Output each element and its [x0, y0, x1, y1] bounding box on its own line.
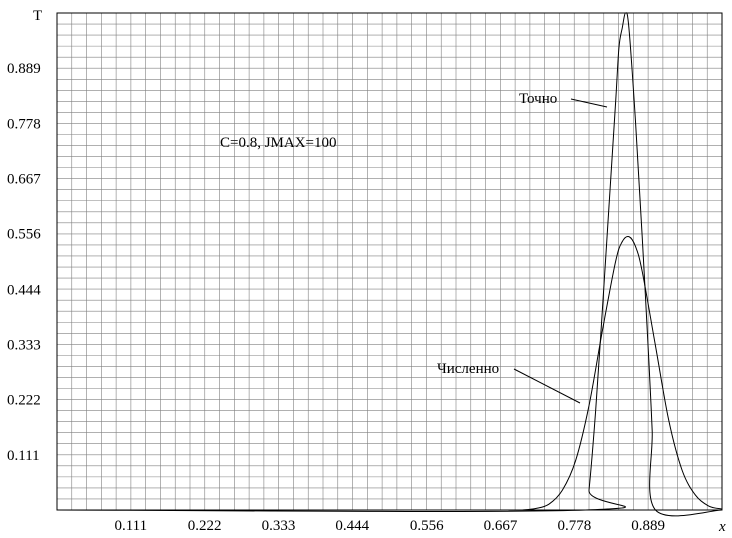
x-tick-label: 0.778	[557, 518, 591, 534]
exact-label-leader	[570, 98, 608, 108]
numerical-label: Численно	[437, 361, 499, 377]
y-tick-label: 0.556	[7, 227, 41, 243]
y-tick-label: 0.111	[7, 448, 40, 464]
numerical-label-leader	[513, 368, 581, 404]
x-tick-label: 0.889	[631, 518, 665, 534]
parameters-annotation: C=0.8, JMAX=100	[220, 135, 337, 151]
x-tick-label: 0.444	[335, 518, 369, 534]
y-tick-label: 0.778	[7, 116, 41, 132]
x-tick-label: 0.111	[114, 518, 147, 534]
y-tick-labels: 0.111 0.222 0.333 0.444 0.556 0.667 0.778 0.889	[7, 61, 41, 464]
grid-lines	[57, 13, 722, 510]
exact-label: Точно	[519, 91, 557, 107]
x-axis-label: x	[718, 519, 726, 535]
exact-curve	[56, 12, 723, 517]
x-tick-label: 0.333	[262, 518, 296, 534]
y-tick-label: 0.333	[7, 337, 41, 353]
x-tick-label: 0.222	[188, 518, 222, 534]
x-tick-label: 0.667	[484, 518, 518, 534]
y-tick-label: 0.222	[7, 393, 41, 409]
x-tick-labels: 0.111 0.222 0.333 0.444 0.556 0.667 0.778 0.889	[114, 518, 665, 534]
y-tick-label: 0.667	[7, 172, 41, 188]
numerical-curve	[522, 235, 723, 511]
y-tick-label: 0.889	[7, 61, 41, 77]
series-layer: Точно Численно	[56, 12, 723, 517]
y-tick-label: 0.444	[7, 282, 41, 298]
y-axis-label: T	[33, 8, 42, 24]
x-tick-label: 0.556	[410, 518, 444, 534]
plot-frame	[56, 12, 723, 511]
